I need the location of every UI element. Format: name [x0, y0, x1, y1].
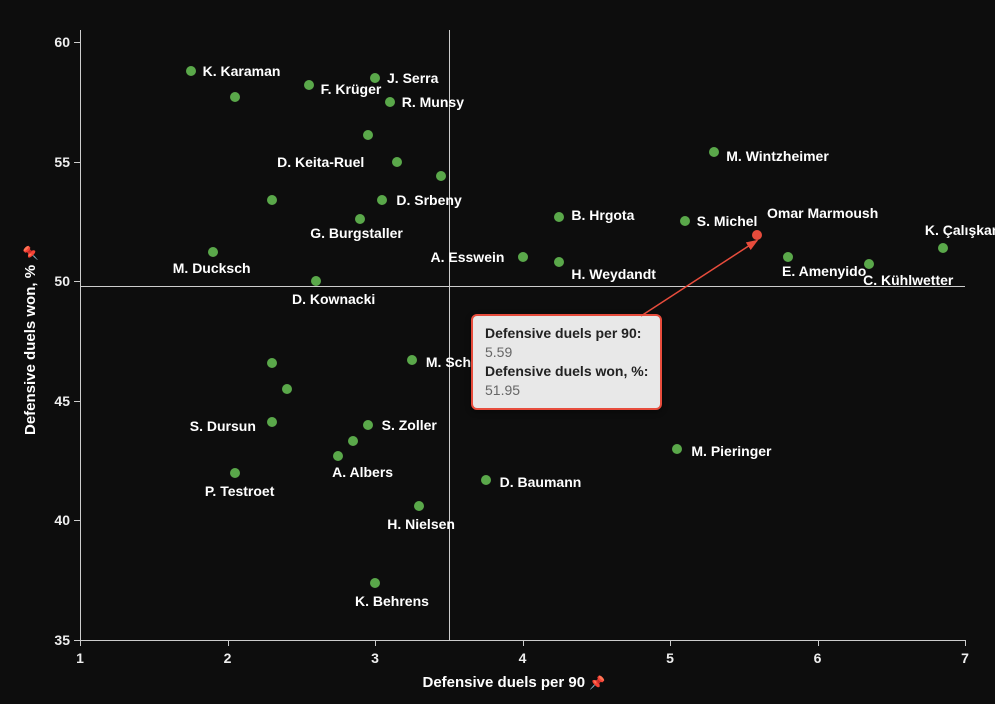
scatter-point-label: H. Weydandt [571, 266, 656, 282]
y-tick-label: 35 [48, 632, 70, 648]
y-tick-mark [74, 520, 80, 521]
scatter-point-highlight[interactable] [752, 230, 762, 240]
x-axis-title: Defensive duels per 90 📌 [423, 674, 606, 691]
scatter-point-label: E. Amenyido [782, 263, 866, 279]
scatter-point-label: K. Çalışkaner [925, 222, 995, 238]
scatter-point-label: F. Krüger [321, 81, 382, 97]
scatter-point[interactable] [783, 252, 793, 262]
x-tick-mark [523, 640, 524, 646]
y-tick-label: 60 [48, 34, 70, 50]
scatter-point[interactable] [348, 436, 358, 446]
scatter-point-label: M. Wintzheimer [726, 148, 829, 164]
vertical-ref-line [449, 30, 450, 640]
y-tick-mark [74, 401, 80, 402]
scatter-point[interactable] [377, 195, 387, 205]
y-axis-line [80, 30, 81, 640]
scatter-point[interactable] [208, 247, 218, 257]
scatter-point-label: D. Kownacki [292, 291, 375, 307]
y-tick-mark [74, 281, 80, 282]
scatter-point[interactable] [355, 214, 365, 224]
x-tick-mark [818, 640, 819, 646]
scatter-point[interactable] [436, 171, 446, 181]
scatter-point-label: M. Pieringer [691, 443, 771, 459]
scatter-point[interactable] [392, 157, 402, 167]
scatter-point-label: M. Ducksch [173, 260, 251, 276]
scatter-point-label: S. Michel [697, 213, 758, 229]
scatter-point[interactable] [304, 80, 314, 90]
scatter-point-label: D. Baumann [500, 474, 582, 490]
x-tick-mark [670, 640, 671, 646]
scatter-point-label: H. Nielsen [387, 516, 455, 532]
scatter-point-label: K. Karaman [203, 63, 281, 79]
scatter-point-label: S. Zoller [382, 417, 437, 433]
x-tick-label: 4 [519, 650, 527, 666]
x-tick-label: 5 [666, 650, 674, 666]
y-tick-mark [74, 162, 80, 163]
tooltip: Defensive duels per 90: 5.59 Defensive due… [471, 314, 662, 410]
scatter-point[interactable] [267, 358, 277, 368]
scatter-point[interactable] [481, 475, 491, 485]
y-tick-label: 50 [48, 273, 70, 289]
scatter-point[interactable] [370, 578, 380, 588]
scatter-point[interactable] [363, 130, 373, 140]
scatter-point[interactable] [554, 257, 564, 267]
x-tick-mark [965, 640, 966, 646]
y-tick-label: 55 [48, 154, 70, 170]
tooltip-value: 51.95 [485, 382, 520, 398]
y-axis-title: Defensive duels won, % 📌 [22, 245, 39, 435]
pin-icon: 📌 [589, 675, 605, 691]
scatter-point[interactable] [672, 444, 682, 454]
scatter-point[interactable] [518, 252, 528, 262]
y-axis-title-text: Defensive duels won, % [22, 265, 39, 435]
y-tick-mark [74, 42, 80, 43]
scatter-point-label: S. Dursun [190, 418, 256, 434]
scatter-point[interactable] [554, 212, 564, 222]
tooltip-label: Defensive duels won, %: [485, 363, 648, 379]
x-tick-label: 7 [961, 650, 969, 666]
y-tick-label: 40 [48, 512, 70, 528]
pin-icon: 📌 [23, 245, 39, 261]
scatter-point[interactable] [370, 73, 380, 83]
x-axis-title-text: Defensive duels per 90 [423, 674, 586, 691]
y-tick-label: 45 [48, 393, 70, 409]
scatter-point[interactable] [333, 451, 343, 461]
scatter-point[interactable] [230, 468, 240, 478]
x-tick-label: 2 [224, 650, 232, 666]
scatter-point-label: D. Srbeny [396, 192, 461, 208]
scatter-point-label: D. Keita-Ruel [277, 154, 364, 170]
tooltip-label: Defensive duels per 90: [485, 325, 641, 341]
scatter-point-label: J. Serra [387, 70, 438, 86]
scatter-point[interactable] [864, 259, 874, 269]
scatter-point[interactable] [414, 501, 424, 511]
scatter-point-label: Omar Marmoush [767, 205, 878, 221]
scatter-point[interactable] [680, 216, 690, 226]
scatter-point-label: K. Behrens [355, 593, 429, 609]
scatter-point-label: R. Munsy [402, 94, 464, 110]
x-tick-mark [228, 640, 229, 646]
scatter-point-label: A. Esswein [431, 249, 505, 265]
y-tick-mark [74, 640, 80, 641]
scatter-point[interactable] [709, 147, 719, 157]
horizontal-ref-line [80, 286, 965, 287]
scatter-point[interactable] [230, 92, 240, 102]
scatter-point[interactable] [363, 420, 373, 430]
x-tick-mark [375, 640, 376, 646]
scatter-point-label: G. Burgstaller [310, 225, 403, 241]
scatter-point[interactable] [267, 195, 277, 205]
scatter-point[interactable] [407, 355, 417, 365]
scatter-point[interactable] [938, 243, 948, 253]
x-tick-label: 3 [371, 650, 379, 666]
scatter-point-label: P. Testroet [205, 483, 275, 499]
scatter-point[interactable] [282, 384, 292, 394]
x-tick-label: 1 [76, 650, 84, 666]
scatter-point-label: A. Albers [332, 464, 393, 480]
scatter-point-label: B. Hrgota [571, 207, 634, 223]
scatter-point[interactable] [385, 97, 395, 107]
tooltip-value: 5.59 [485, 344, 512, 360]
scatter-point[interactable] [311, 276, 321, 286]
x-tick-mark [80, 640, 81, 646]
scatter-point[interactable] [186, 66, 196, 76]
scatter-point[interactable] [267, 417, 277, 427]
x-tick-label: 6 [814, 650, 822, 666]
